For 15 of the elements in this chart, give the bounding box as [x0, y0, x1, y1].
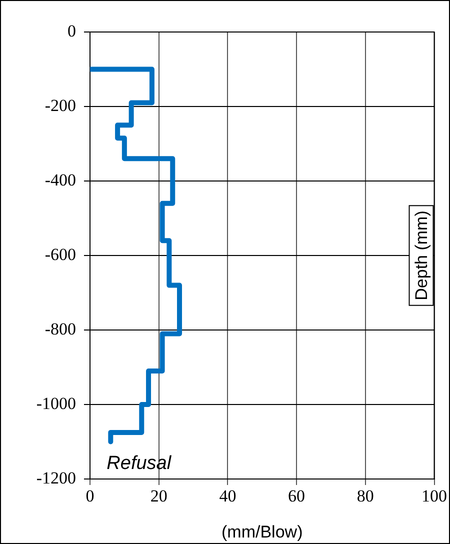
y-tick-label: -800	[44, 319, 76, 338]
y-tick-label: -600	[44, 244, 76, 264]
x-tick-label: 100	[422, 486, 447, 506]
y-tick-label: -1000	[36, 394, 76, 413]
y-tick-label: -200	[44, 96, 76, 115]
x-tick-label: 80	[356, 486, 374, 506]
x-tick-label: 60	[288, 486, 306, 506]
y-axis-title: Depth (mm)	[412, 210, 431, 300]
y-tick-label: -1200	[36, 468, 76, 488]
x-tick-label: 40	[219, 486, 236, 506]
y-tick-label: -400	[44, 170, 76, 190]
y-tick-label: 0	[68, 21, 76, 40]
x-tick-label: 0	[86, 486, 94, 506]
x-axis-title: (mm/Blow)	[222, 522, 303, 542]
x-tick-label: 20	[150, 486, 168, 506]
